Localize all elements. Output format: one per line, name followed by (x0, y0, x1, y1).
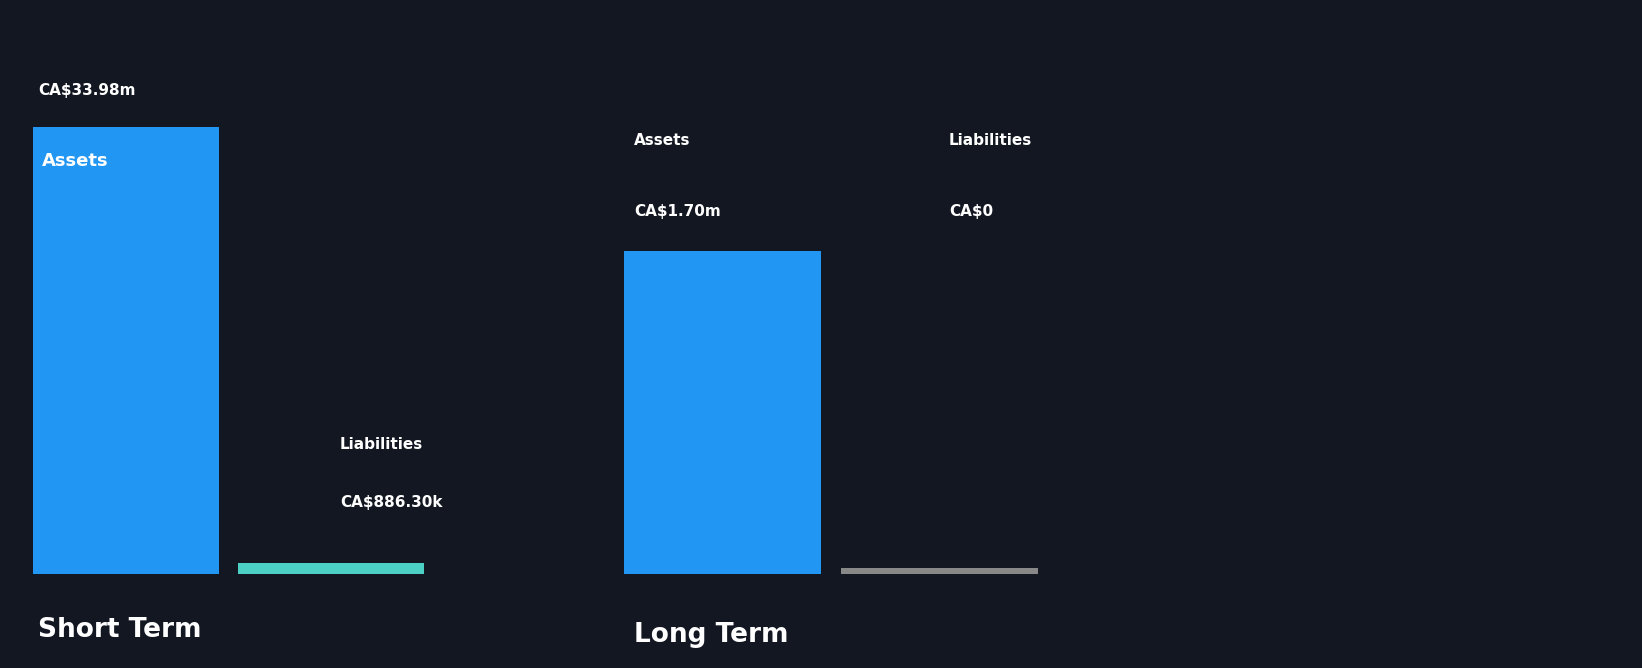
Bar (238, 563, 424, 574)
Text: Assets: Assets (43, 152, 108, 170)
Bar (841, 568, 1038, 574)
Bar (624, 251, 821, 574)
Text: CA$1.70m: CA$1.70m (634, 204, 721, 219)
Text: Long Term: Long Term (634, 622, 788, 648)
Text: CA$886.30k: CA$886.30k (340, 495, 442, 510)
Text: Liabilities: Liabilities (949, 133, 1033, 148)
Text: Assets: Assets (634, 133, 690, 148)
Text: Liabilities: Liabilities (340, 437, 424, 452)
Text: CA$33.98m: CA$33.98m (38, 83, 136, 98)
Text: CA$0: CA$0 (949, 204, 993, 219)
Bar (33, 127, 218, 574)
Text: Short Term: Short Term (38, 617, 202, 643)
